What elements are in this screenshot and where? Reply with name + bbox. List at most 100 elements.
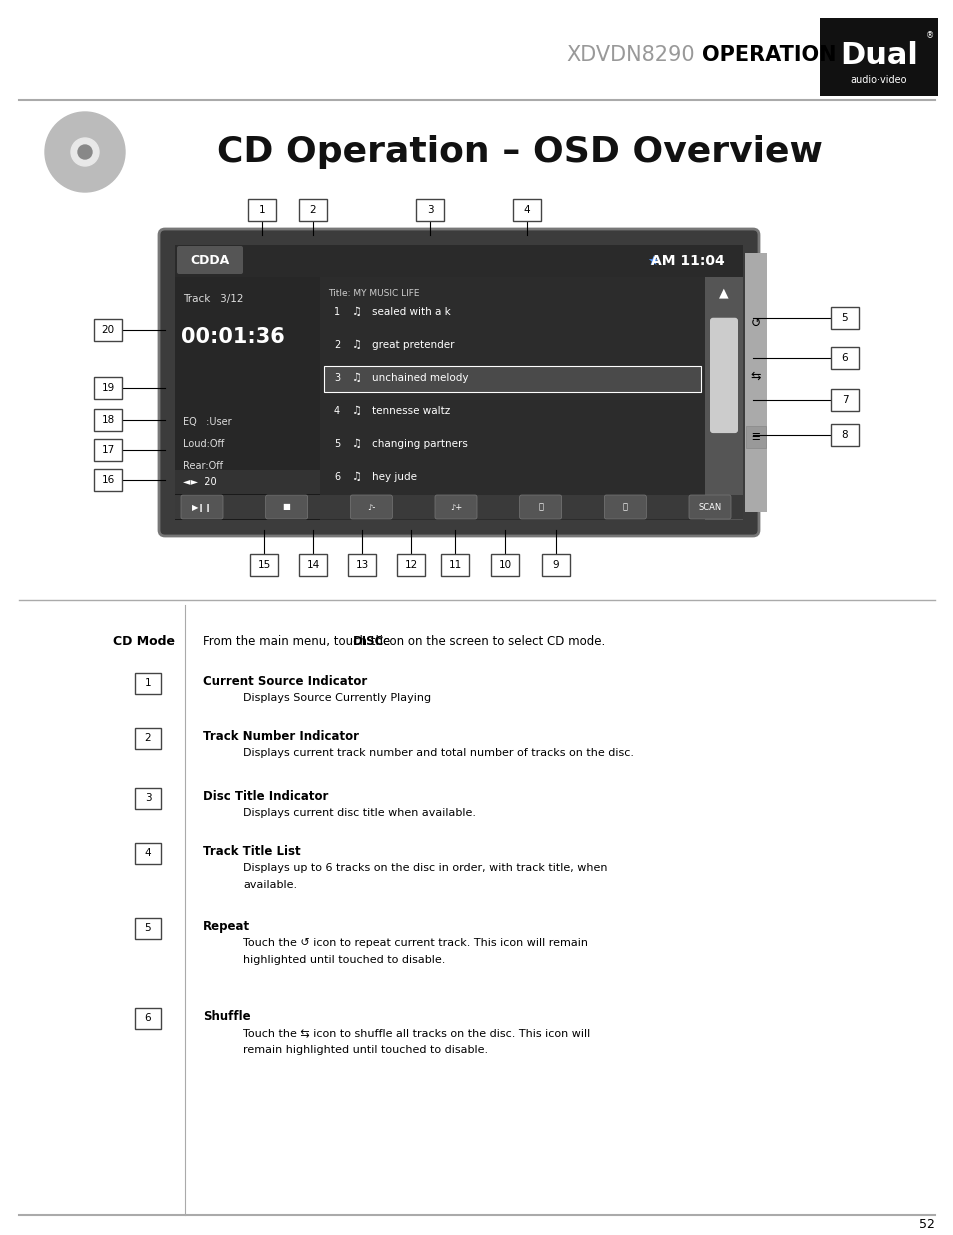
FancyBboxPatch shape xyxy=(94,438,122,461)
Text: 1: 1 xyxy=(258,205,265,215)
Text: ■: ■ xyxy=(282,503,291,511)
Text: DISC: DISC xyxy=(353,635,384,648)
Bar xyxy=(324,366,700,391)
Text: XDVDN8290: XDVDN8290 xyxy=(566,44,695,65)
FancyBboxPatch shape xyxy=(94,409,122,431)
Text: Dual: Dual xyxy=(840,42,917,70)
FancyBboxPatch shape xyxy=(513,199,540,221)
Text: sealed with a k: sealed with a k xyxy=(372,308,450,317)
Text: 19: 19 xyxy=(101,383,114,393)
Text: Displays current disc title when available.: Displays current disc title when availab… xyxy=(243,808,476,818)
Text: 00:01:36: 00:01:36 xyxy=(181,327,284,347)
FancyBboxPatch shape xyxy=(541,555,569,576)
FancyBboxPatch shape xyxy=(603,495,645,519)
Text: Track   3/12: Track 3/12 xyxy=(183,294,243,304)
Text: Track Number Indicator: Track Number Indicator xyxy=(203,730,358,743)
FancyBboxPatch shape xyxy=(94,319,122,341)
Text: 7: 7 xyxy=(841,395,847,405)
Text: 17: 17 xyxy=(101,445,114,454)
FancyBboxPatch shape xyxy=(348,555,375,576)
Text: 5: 5 xyxy=(334,438,340,450)
Text: ☰: ☰ xyxy=(751,432,760,442)
FancyBboxPatch shape xyxy=(94,469,122,492)
FancyBboxPatch shape xyxy=(265,495,308,519)
Text: Title: MY MUSIC LIFE: Title: MY MUSIC LIFE xyxy=(328,289,419,298)
Text: 1: 1 xyxy=(334,308,340,317)
FancyBboxPatch shape xyxy=(688,495,730,519)
FancyBboxPatch shape xyxy=(135,727,161,748)
Text: ⏪: ⏪ xyxy=(537,503,542,511)
Text: 20: 20 xyxy=(101,325,114,335)
Text: 3: 3 xyxy=(426,205,433,215)
Text: 13: 13 xyxy=(355,559,368,571)
Text: audio·video: audio·video xyxy=(850,75,906,85)
Text: 6: 6 xyxy=(334,472,340,482)
Text: Disc Title Indicator: Disc Title Indicator xyxy=(203,790,328,803)
FancyBboxPatch shape xyxy=(416,199,443,221)
Circle shape xyxy=(45,112,125,191)
Text: 11: 11 xyxy=(448,559,461,571)
Text: 6: 6 xyxy=(145,1013,152,1023)
Text: 3: 3 xyxy=(334,373,340,383)
Text: Loud:Off: Loud:Off xyxy=(183,438,224,450)
FancyBboxPatch shape xyxy=(830,389,858,411)
Text: ♪+: ♪+ xyxy=(450,503,461,511)
FancyBboxPatch shape xyxy=(830,424,858,446)
Text: hey jude: hey jude xyxy=(372,472,416,482)
Text: Rear:Off: Rear:Off xyxy=(183,461,223,471)
Text: ♫: ♫ xyxy=(352,438,361,450)
Text: Displays current track number and total number of tracks on the disc.: Displays current track number and total … xyxy=(243,748,634,758)
Text: 15: 15 xyxy=(257,559,271,571)
Text: EQ   :User: EQ :User xyxy=(183,417,232,427)
Text: 2: 2 xyxy=(334,340,340,350)
FancyBboxPatch shape xyxy=(135,673,161,694)
Bar xyxy=(174,277,319,494)
Text: Displays up to 6 tracks on the disc in order, with track title, when: Displays up to 6 tracks on the disc in o… xyxy=(243,863,607,873)
Text: ®: ® xyxy=(925,32,933,41)
Text: 14: 14 xyxy=(306,559,319,571)
FancyBboxPatch shape xyxy=(159,228,759,536)
Text: changing partners: changing partners xyxy=(372,438,467,450)
Text: remain highlighted until touched to disable.: remain highlighted until touched to disa… xyxy=(243,1045,488,1055)
Text: 52: 52 xyxy=(918,1219,934,1231)
Text: AM 11:04: AM 11:04 xyxy=(651,254,724,268)
FancyBboxPatch shape xyxy=(250,555,277,576)
FancyBboxPatch shape xyxy=(298,199,327,221)
Text: ▲: ▲ xyxy=(719,287,728,300)
FancyBboxPatch shape xyxy=(440,555,469,576)
FancyBboxPatch shape xyxy=(177,246,243,274)
FancyBboxPatch shape xyxy=(709,317,738,433)
Text: From the main menu, touch the: From the main menu, touch the xyxy=(203,635,394,648)
FancyBboxPatch shape xyxy=(830,347,858,369)
Text: 16: 16 xyxy=(101,475,114,485)
Text: 4: 4 xyxy=(334,406,340,416)
Text: CD Mode: CD Mode xyxy=(112,635,174,648)
Text: 12: 12 xyxy=(404,559,417,571)
Text: ◄►  20: ◄► 20 xyxy=(183,477,216,487)
Bar xyxy=(174,245,742,520)
FancyBboxPatch shape xyxy=(135,842,161,863)
FancyBboxPatch shape xyxy=(396,555,424,576)
Text: ♪-: ♪- xyxy=(367,503,375,511)
Text: Displays Source Currently Playing: Displays Source Currently Playing xyxy=(243,693,431,703)
Bar xyxy=(174,245,742,277)
FancyBboxPatch shape xyxy=(519,495,561,519)
FancyBboxPatch shape xyxy=(248,199,275,221)
Text: icon on the screen to select CD mode.: icon on the screen to select CD mode. xyxy=(375,635,605,648)
Text: 4: 4 xyxy=(145,848,152,858)
Text: OPERATION: OPERATION xyxy=(701,44,836,65)
Text: ♫: ♫ xyxy=(352,340,361,350)
Bar xyxy=(319,277,704,520)
FancyBboxPatch shape xyxy=(745,426,765,448)
Text: available.: available. xyxy=(243,881,296,890)
Text: 5: 5 xyxy=(145,923,152,932)
Text: ↺: ↺ xyxy=(750,317,760,330)
Text: ♫: ♫ xyxy=(352,308,361,317)
FancyBboxPatch shape xyxy=(135,788,161,809)
Text: tennesse waltz: tennesse waltz xyxy=(372,406,450,416)
Text: ⇆: ⇆ xyxy=(750,370,760,383)
Text: Repeat: Repeat xyxy=(203,920,250,932)
FancyBboxPatch shape xyxy=(181,495,223,519)
Text: Shuffle: Shuffle xyxy=(203,1010,251,1023)
Text: Current Source Indicator: Current Source Indicator xyxy=(203,676,367,688)
